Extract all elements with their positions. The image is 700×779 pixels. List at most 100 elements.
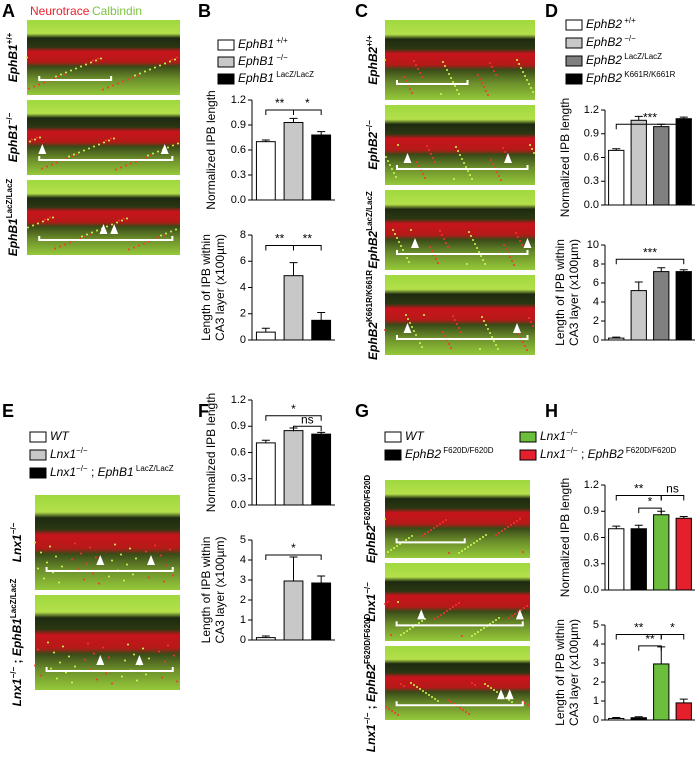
cell-speckle — [402, 249, 404, 251]
cell-speckle — [487, 328, 489, 330]
cell-speckle — [145, 550, 147, 553]
arrowhead — [96, 555, 105, 565]
cell-speckle — [413, 330, 415, 332]
cell-speckle — [480, 255, 482, 257]
cell-speckle — [409, 88, 411, 90]
cell-speckle — [54, 247, 56, 250]
label-part: ; — [578, 447, 588, 461]
scale-bracket — [395, 538, 466, 544]
cell-speckle — [39, 136, 41, 139]
bar — [675, 118, 692, 206]
cell-speckle — [123, 217, 125, 220]
scale-bracket — [38, 76, 113, 81]
image-label: Lnx1−/− ; EphB2F620D/F620D — [363, 614, 379, 753]
significance-label: ** — [634, 621, 644, 635]
cell-speckle — [424, 533, 426, 535]
cell-speckle — [102, 88, 104, 91]
cell-speckle — [91, 231, 93, 234]
cell-speckle — [478, 251, 480, 253]
cell-speckle — [447, 246, 449, 248]
y-tick-label: 4 — [593, 296, 599, 308]
image-label: Lnx1−/− — [9, 522, 25, 562]
cell-speckle — [430, 153, 432, 155]
cell-speckle — [413, 60, 415, 62]
cell-speckle — [60, 73, 62, 76]
image-label: EphB1+/+ — [5, 32, 21, 82]
micrograph — [385, 275, 535, 355]
y-tick-label: 0.0 — [584, 199, 599, 211]
cell-speckle — [474, 243, 476, 245]
cell-speckle — [394, 233, 396, 235]
cell-speckle — [519, 518, 521, 520]
legend-swatch — [565, 37, 583, 49]
cell-speckle — [160, 234, 162, 237]
cell-speckle — [148, 657, 150, 660]
cell-speckle — [103, 141, 105, 144]
cell-speckle — [492, 621, 494, 623]
cell-speckle — [136, 679, 138, 682]
cell-speckle — [474, 684, 476, 686]
cell-speckle — [177, 142, 179, 145]
image-label: Lnx1−/− — [363, 582, 379, 622]
arrowhead — [38, 144, 47, 154]
cell-speckle — [504, 528, 506, 530]
cell-speckle — [170, 230, 172, 233]
scale-bracket — [45, 567, 174, 572]
cell-speckle — [69, 241, 71, 244]
cell-speckle — [166, 564, 168, 567]
image-label: EphB2−/− — [365, 120, 381, 170]
cell-speckle — [476, 540, 478, 542]
cell-speckle — [461, 158, 463, 160]
y-axis-label: Length of IPB within — [553, 619, 567, 726]
label-part: K661R/K661R — [365, 270, 374, 322]
y-axis-label: Normalized IPB length — [558, 478, 572, 597]
cell-speckle — [524, 345, 526, 347]
cell-speckle — [407, 318, 409, 320]
cell-speckle — [31, 138, 33, 141]
cell-speckle — [442, 61, 444, 63]
cell-speckle — [164, 660, 166, 663]
arrowhead — [147, 555, 155, 565]
micrograph — [385, 20, 535, 100]
cell-speckle — [133, 653, 135, 656]
cell-speckle — [511, 615, 513, 617]
cell-speckle — [122, 80, 124, 83]
error-bar — [261, 635, 270, 638]
cell-speckle — [411, 535, 413, 537]
cell-speckle — [400, 245, 402, 247]
legend-label: EphB2 −/− — [586, 34, 636, 50]
cell-speckle — [520, 609, 522, 611]
cell-speckle — [80, 552, 82, 555]
cell-speckle — [142, 647, 144, 650]
bar — [653, 663, 670, 721]
cell-speckle — [474, 633, 476, 635]
cell-speckle — [477, 631, 479, 633]
cell-speckle — [431, 250, 433, 252]
cell-speckle — [522, 71, 524, 73]
cell-speckle — [425, 692, 427, 694]
significance-bracket — [265, 245, 294, 251]
image-label: EphB1−/− — [5, 112, 21, 162]
cell-speckle — [84, 658, 86, 661]
error-bar — [679, 269, 688, 272]
bar — [255, 442, 276, 506]
cell-speckle — [111, 682, 113, 685]
cell-speckle — [455, 604, 457, 606]
cell-speckle — [527, 704, 529, 706]
significance-bracket — [615, 123, 685, 130]
cell-speckle — [459, 154, 461, 156]
cell-speckle — [144, 70, 146, 73]
label-part: EphB1 — [238, 37, 274, 51]
y-tick-label: 1.2 — [231, 394, 246, 406]
cell-speckle — [400, 683, 402, 685]
cell-speckle — [447, 699, 449, 701]
label-part: F620D/F620D — [441, 446, 494, 455]
panel-letter: B — [198, 1, 211, 21]
cell-speckle — [161, 676, 163, 679]
y-tick-label: 5 — [593, 619, 599, 631]
cell-speckle — [107, 86, 109, 89]
legend-swatch — [29, 449, 47, 461]
cell-speckle — [518, 63, 520, 65]
cell-speckle — [175, 228, 177, 231]
cell-speckle — [108, 139, 110, 142]
